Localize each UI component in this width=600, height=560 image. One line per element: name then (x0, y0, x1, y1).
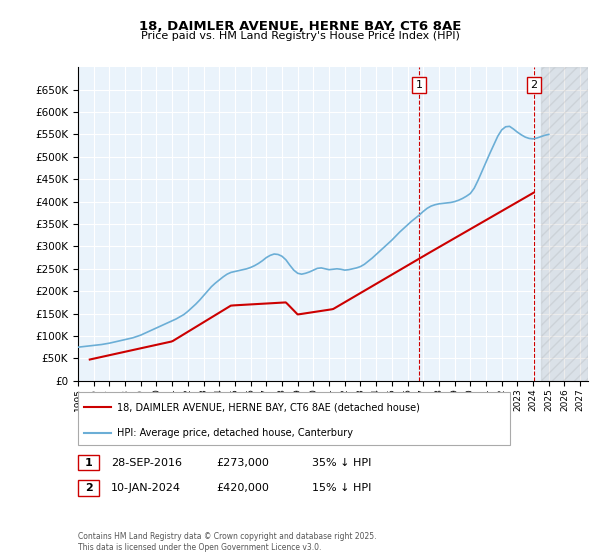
Text: 28-SEP-2016: 28-SEP-2016 (111, 458, 182, 468)
Text: £420,000: £420,000 (216, 483, 269, 493)
Text: 1: 1 (85, 458, 92, 468)
Text: 35% ↓ HPI: 35% ↓ HPI (312, 458, 371, 468)
Text: 18, DAIMLER AVENUE, HERNE BAY, CT6 8AE: 18, DAIMLER AVENUE, HERNE BAY, CT6 8AE (139, 20, 461, 32)
Text: 18, DAIMLER AVENUE, HERNE BAY, CT6 8AE (detached house): 18, DAIMLER AVENUE, HERNE BAY, CT6 8AE (… (117, 402, 420, 412)
Text: £273,000: £273,000 (216, 458, 269, 468)
Bar (541, 67, 588, 381)
Text: 15% ↓ HPI: 15% ↓ HPI (312, 483, 371, 493)
Text: Price paid vs. HM Land Registry's House Price Index (HPI): Price paid vs. HM Land Registry's House … (140, 31, 460, 41)
Text: HPI: Average price, detached house, Canterbury: HPI: Average price, detached house, Cant… (117, 428, 353, 438)
Text: 10-JAN-2024: 10-JAN-2024 (111, 483, 181, 493)
Text: Contains HM Land Registry data © Crown copyright and database right 2025.
This d: Contains HM Land Registry data © Crown c… (78, 532, 377, 552)
Text: 2: 2 (85, 483, 92, 493)
Text: 2: 2 (530, 80, 537, 90)
Text: 1: 1 (416, 80, 423, 90)
